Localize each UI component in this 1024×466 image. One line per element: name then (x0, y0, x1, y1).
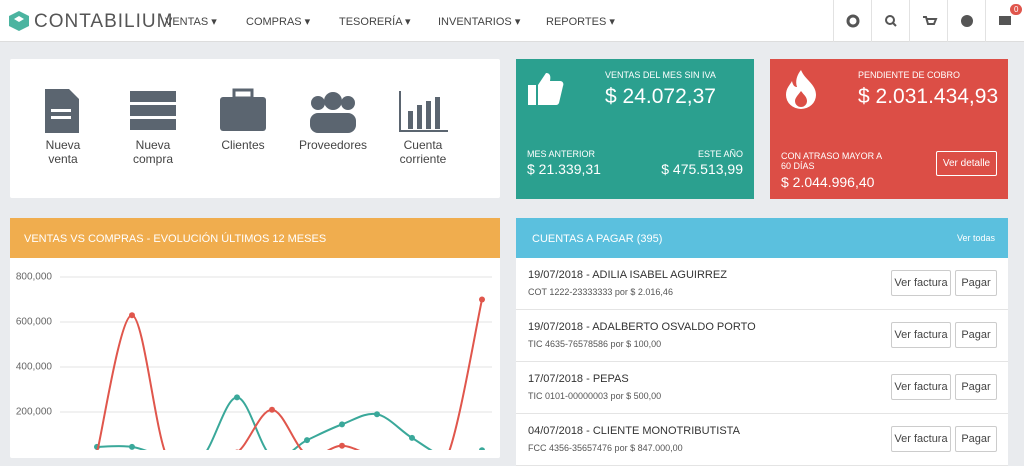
payable-row: 17/07/2018 - PEPAS TIC 0101-00000003 por … (516, 362, 1008, 414)
menu-label[interactable]: COMPRAS (246, 16, 302, 28)
y-tick-label: 600,000 (16, 317, 53, 328)
point (304, 437, 310, 444)
menu-item[interactable]: REPORTES ▾ (546, 16, 615, 28)
menu-item[interactable]: INVENTARIOS ▾ (438, 16, 521, 28)
shortcut[interactable]: Cuenta corriente (378, 87, 468, 166)
shortcut-label[interactable]: Clientes (221, 138, 265, 152)
tile-value: $ 2.031.434,93 (858, 85, 999, 108)
cart-button[interactable] (909, 0, 947, 42)
receivables-tile: PENDIENTE DE COBRO $ 2.031.434,93 CON AT… (770, 59, 1008, 199)
badge: 0 (1010, 4, 1023, 15)
detail-button[interactable]: Ver detalle (936, 151, 997, 176)
pay-button[interactable]: Pagar (955, 270, 997, 296)
brand: CONTABILIUM (34, 11, 174, 32)
menu-label[interactable]: INVENTARIOS (438, 16, 512, 28)
point (374, 411, 380, 418)
payable-title: 19/07/2018 - ADALBERTO OSVALDO PORTO (528, 321, 756, 333)
payable-row: 04/07/2018 - CLIENTE MONOTRIBUTISTA FCC 4… (516, 414, 1008, 466)
tile-value: $ 21.339,31 (527, 161, 601, 177)
menu-item[interactable]: TESORERÍA ▾ (339, 16, 411, 28)
invoice-button[interactable]: Ver factura (891, 426, 951, 452)
mail-button[interactable]: 0 (985, 0, 1024, 42)
payable-detail: COT 1222-23333333 por $ 2.016,46 (528, 287, 673, 297)
tile-label: PENDIENTE DE COBRO (858, 70, 961, 80)
point (409, 434, 415, 441)
shortcut[interactable]: Proveedores (288, 87, 378, 152)
menu-item[interactable]: VENTAS ▾ (165, 16, 217, 28)
menu-item[interactable]: COMPRAS ▾ (246, 16, 311, 28)
series-line (96, 299, 483, 450)
point (339, 421, 345, 428)
invoice-button[interactable]: Ver factura (891, 322, 951, 348)
chart-title: VENTAS VS COMPRAS - EVOLUCIÓN ÚLTIMOS 12… (10, 218, 500, 258)
point (269, 406, 275, 413)
search-button[interactable] (871, 0, 909, 42)
tile-label: ESTE AÑO (697, 149, 743, 159)
shortcut-label[interactable]: Proveedores (298, 138, 368, 152)
shortcut-label[interactable]: Cuenta corriente (399, 138, 447, 166)
shortcut-label[interactable]: Nueva venta (45, 138, 81, 166)
y-tick-label: 800,000 (16, 272, 53, 283)
payables-header: CUENTAS A PAGAR (395) Ver todas (516, 218, 1008, 258)
chart: 200,000 400,000 600,000 800,000 (16, 272, 492, 450)
pay-button[interactable]: Pagar (955, 426, 997, 452)
y-tick-label: 400,000 (16, 362, 53, 373)
payable-detail: TIC 0101-00000003 por $ 500,00 (528, 391, 662, 401)
sales-tile: VENTAS DEL MES SIN IVA $ 24.072,37 MES A… (516, 59, 754, 199)
invoice-button[interactable]: Ver factura (891, 270, 951, 296)
shortcut-label[interactable]: Nueva compra (133, 138, 174, 166)
shortcut[interactable]: Nueva venta (18, 87, 108, 166)
tile-value: $ 24.072,37 (605, 85, 716, 108)
view-all-link[interactable]: Ver todas (956, 233, 995, 243)
point (339, 442, 345, 449)
chart-panel: VENTAS VS COMPRAS - EVOLUCIÓN ÚLTIMOS 12… (10, 218, 500, 458)
point (234, 394, 240, 401)
tile-value: $ 2.044.996,40 (781, 174, 875, 190)
settings-button[interactable] (833, 0, 871, 42)
tile-label: VENTAS DEL MES SIN IVA (605, 70, 716, 80)
y-tick-label: 200,000 (16, 407, 53, 418)
navbar: CONTABILIUM VENTAS ▾ COMPRAS ▾ TESORERÍA… (0, 0, 1024, 42)
shortcuts-panel: Nueva venta Nueva compra Clientes Provee… (10, 59, 500, 198)
tile-label: MES ANTERIOR (527, 149, 596, 159)
fire-icon (786, 70, 816, 109)
shortcut[interactable]: Nueva compra (108, 87, 198, 166)
point (479, 296, 485, 303)
thumbs-icon (528, 73, 564, 105)
tile-value: $ 475.513,99 (661, 161, 743, 177)
point (129, 312, 135, 319)
menu-label[interactable]: VENTAS (165, 16, 209, 28)
payable-detail: TIC 4635-76578586 por $ 100,00 (528, 339, 662, 349)
shortcut[interactable]: Clientes (198, 87, 288, 152)
point (129, 443, 135, 450)
payable-detail: FCC 4356-35657476 por $ 847.000,00 (528, 443, 683, 453)
pay-button[interactable]: Pagar (955, 374, 997, 400)
help-button[interactable] (947, 0, 985, 42)
invoice-button[interactable]: Ver factura (891, 374, 951, 400)
payable-row: 19/07/2018 - ADILIA ISABEL AGUIRREZ COT 1… (516, 258, 1008, 310)
menu-label[interactable]: TESORERÍA (339, 16, 402, 28)
payable-title: 19/07/2018 - ADILIA ISABEL AGUIRREZ (528, 269, 727, 281)
tile-label: CON ATRASO MAYOR A 60 DÍAS (781, 151, 882, 171)
menu-label[interactable]: REPORTES (546, 16, 607, 28)
payables-title: CUENTAS A PAGAR (395) (532, 233, 663, 245)
payable-row: 19/07/2018 - ADALBERTO OSVALDO PORTO TIC … (516, 310, 1008, 362)
pay-button[interactable]: Pagar (955, 322, 997, 348)
payable-title: 17/07/2018 - PEPAS (528, 373, 629, 385)
payable-title: 04/07/2018 - CLIENTE MONOTRIBUTISTA (528, 425, 740, 437)
logo (9, 11, 29, 31)
point (479, 447, 485, 450)
